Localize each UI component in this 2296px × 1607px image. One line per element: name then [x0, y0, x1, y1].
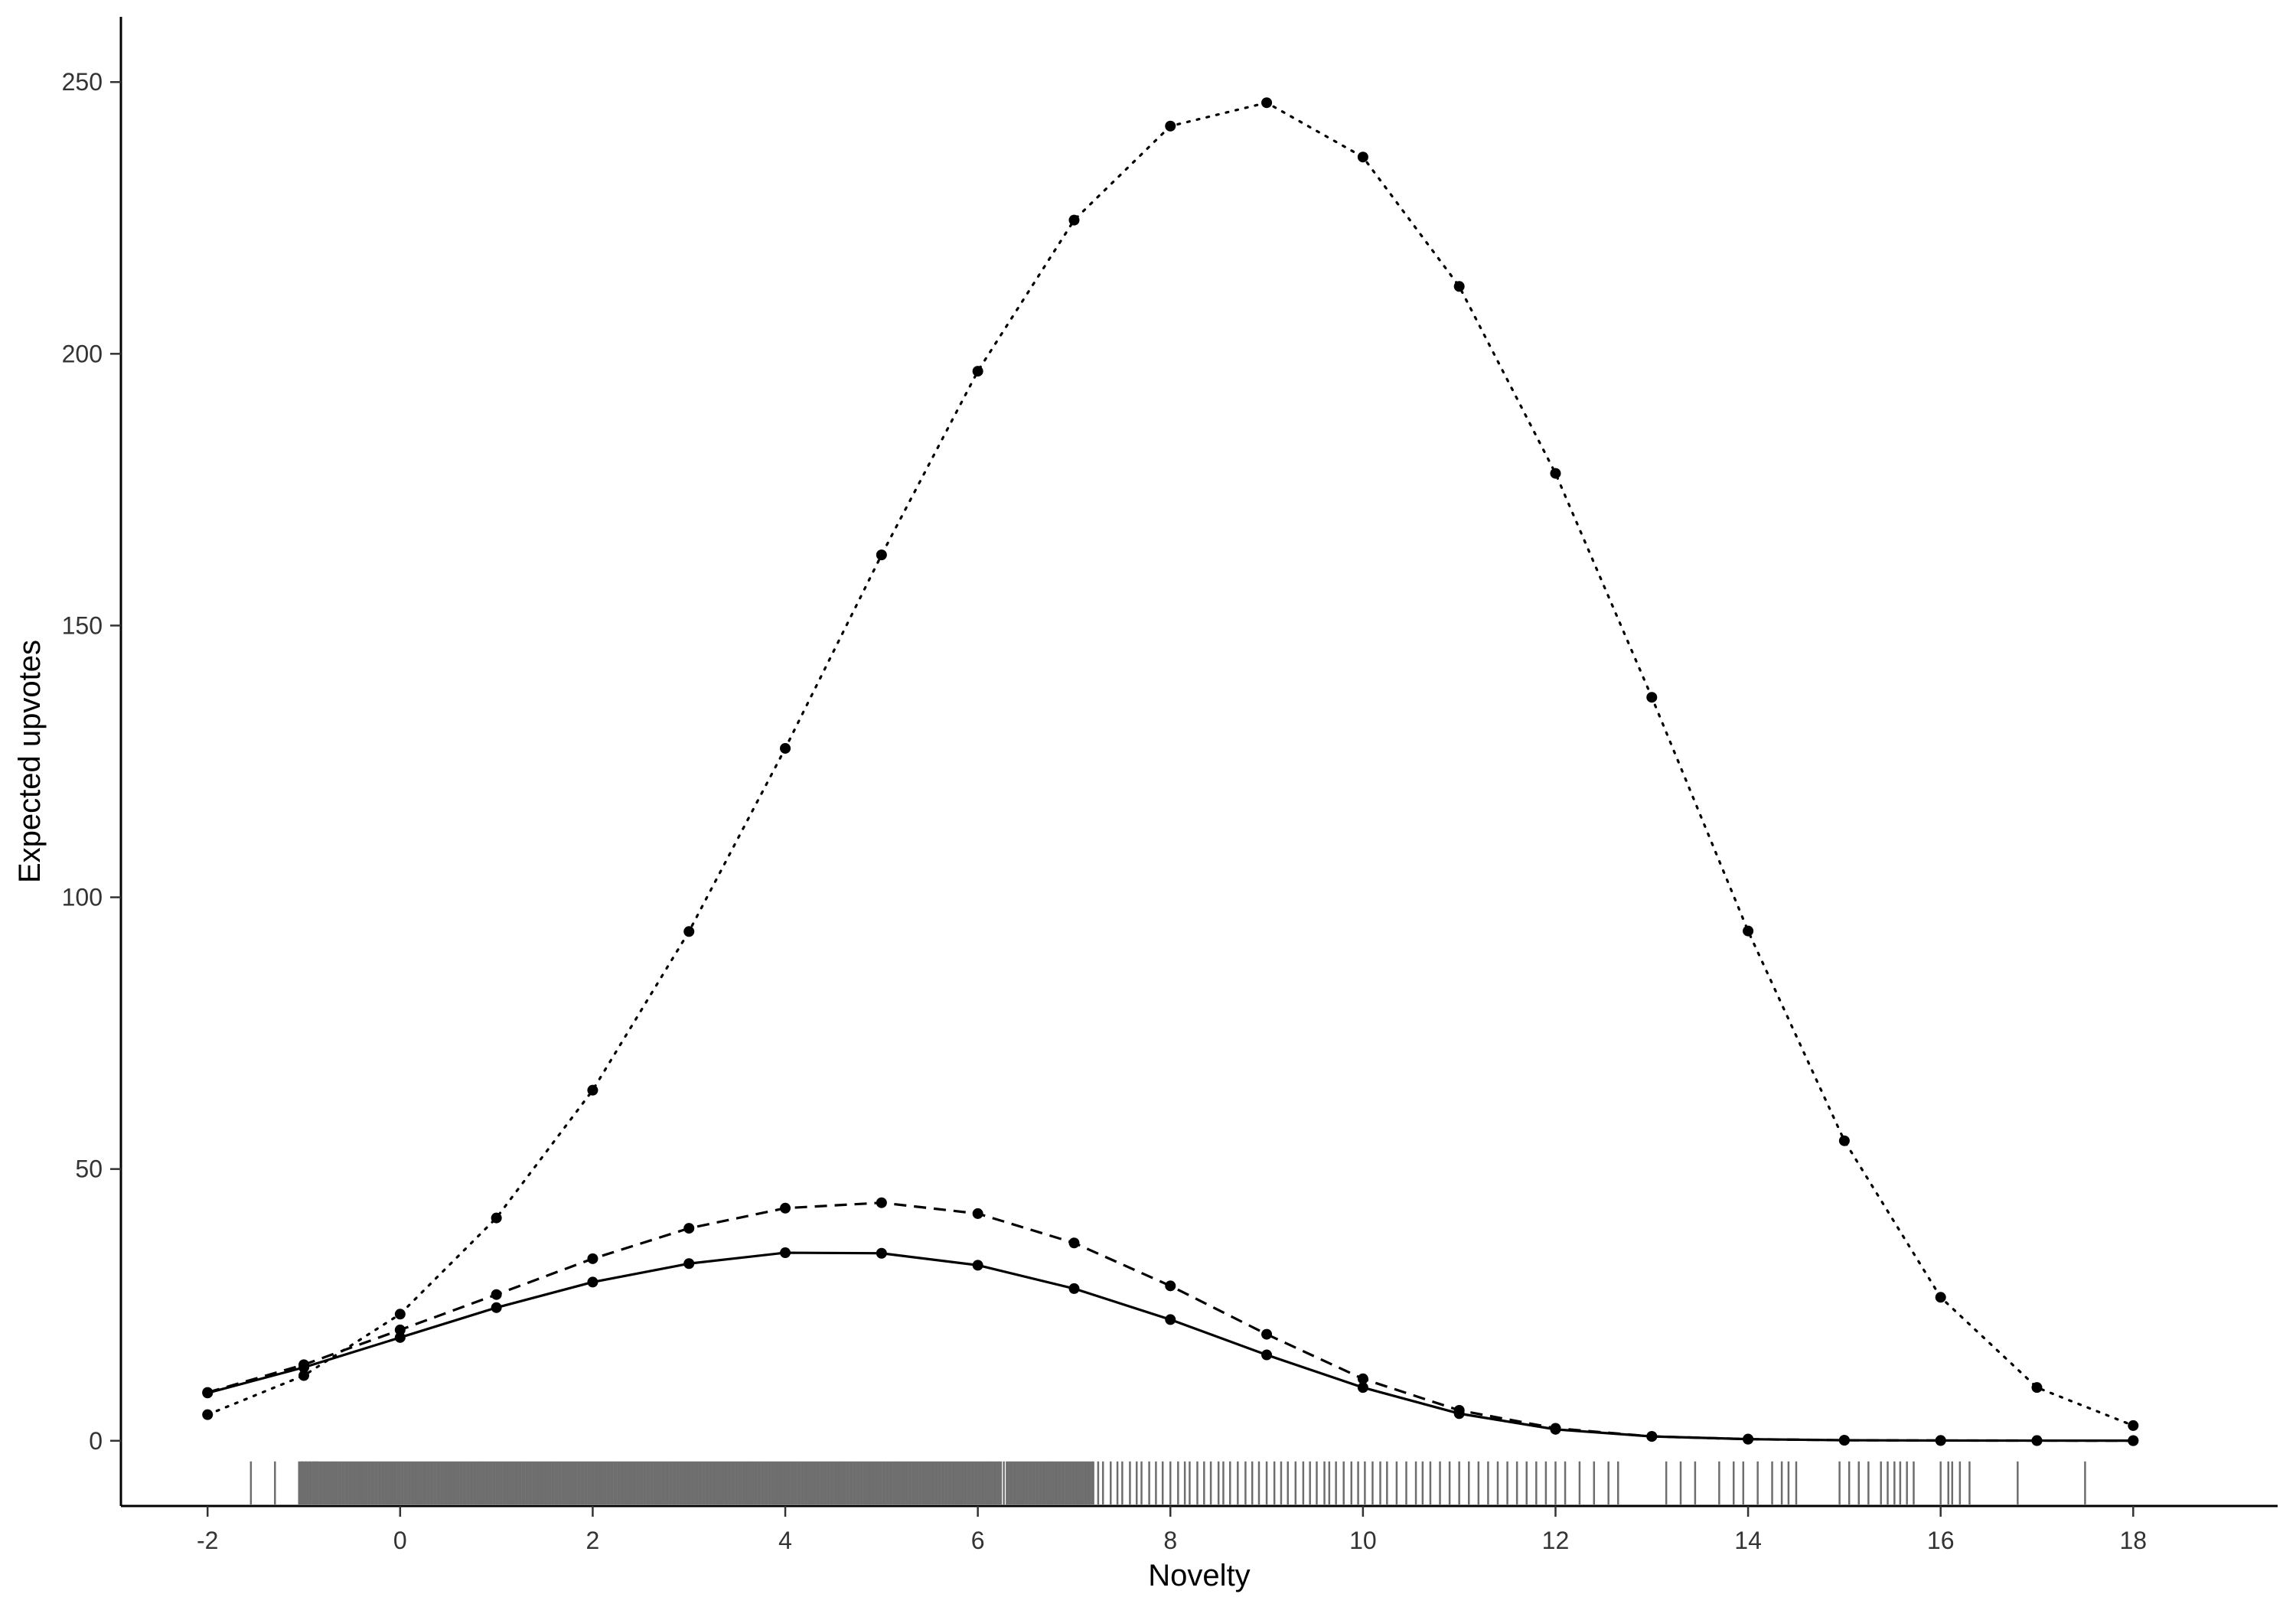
data-point: [1838, 1435, 1850, 1446]
x-tick-label: -2: [197, 1527, 218, 1554]
data-point: [1743, 925, 1754, 937]
data-point: [780, 1202, 791, 1214]
x-tick-label: 10: [1349, 1527, 1377, 1554]
data-point: [1261, 97, 1273, 109]
x-tick-label: 2: [586, 1527, 600, 1554]
data-point: [683, 1223, 695, 1234]
y-tick-label: 250: [62, 68, 103, 96]
data-points: [202, 97, 2139, 1446]
data-point: [491, 1289, 502, 1300]
series-lines: [206, 101, 2135, 1442]
data-point: [1165, 1314, 1176, 1325]
data-point: [1646, 1431, 1658, 1442]
data-point: [1068, 1283, 1080, 1294]
data-point: [1935, 1435, 1946, 1446]
data-point: [972, 1208, 983, 1219]
x-axis-title: Novelty: [1148, 1559, 1250, 1592]
data-point: [587, 1276, 598, 1288]
data-point: [2031, 1382, 2043, 1393]
data-point: [202, 1409, 214, 1420]
data-point: [780, 1247, 791, 1259]
data-point: [298, 1370, 310, 1381]
x-tick-label: 14: [1734, 1527, 1762, 1554]
data-point: [1068, 1237, 1080, 1249]
data-point: [1646, 692, 1658, 703]
data-point: [587, 1253, 598, 1264]
data-point: [202, 1387, 214, 1398]
y-tick-label: 0: [89, 1427, 103, 1455]
rug-marks: [249, 1461, 2086, 1504]
data-point: [1453, 1405, 1465, 1416]
data-point: [1550, 468, 1561, 479]
data-point: [876, 1197, 887, 1208]
data-point: [876, 1247, 887, 1259]
data-point: [2128, 1420, 2139, 1431]
y-tick-label: 150: [62, 611, 103, 639]
data-point: [1357, 152, 1368, 163]
data-point: [394, 1332, 406, 1343]
x-axis-ticks: -2 0 2 4 6 8 10 12 14 16 18: [197, 1506, 2147, 1554]
data-point: [491, 1212, 502, 1224]
data-point: [1935, 1292, 1946, 1303]
data-point: [491, 1302, 502, 1313]
data-point: [1357, 1373, 1368, 1384]
data-point: [1261, 1328, 1273, 1340]
x-tick-label: 16: [1927, 1527, 1955, 1554]
data-point: [394, 1324, 406, 1335]
x-tick-label: 18: [2119, 1527, 2147, 1554]
x-tick-label: 8: [1163, 1527, 1177, 1554]
y-tick-label: 50: [75, 1156, 103, 1183]
data-point: [683, 1258, 695, 1270]
y-axis-ticks: 0 50 100 150 200 250: [62, 68, 121, 1455]
x-tick-label: 6: [971, 1527, 985, 1554]
data-point: [1165, 1280, 1176, 1292]
data-point: [1165, 120, 1176, 132]
data-point: [2128, 1435, 2139, 1446]
data-point: [780, 742, 791, 754]
series-line-dotted: [206, 101, 2135, 1427]
y-tick-label: 200: [62, 340, 103, 367]
data-point: [1743, 1433, 1754, 1445]
data-point: [298, 1359, 310, 1371]
data-point: [2031, 1435, 2043, 1446]
data-point: [1068, 214, 1080, 226]
y-axis-title: Expected upvotes: [13, 640, 47, 883]
data-point: [1550, 1423, 1561, 1434]
data-point: [972, 1260, 983, 1271]
y-tick-label: 100: [62, 884, 103, 911]
data-point: [683, 926, 695, 937]
data-point: [1838, 1135, 1850, 1146]
data-point: [587, 1084, 598, 1096]
data-point: [394, 1309, 406, 1320]
data-point: [1261, 1349, 1273, 1361]
data-point: [876, 549, 887, 561]
data-point: [1357, 1382, 1368, 1393]
x-tick-label: 0: [393, 1527, 407, 1554]
x-tick-label: 4: [778, 1527, 792, 1554]
data-point: [1453, 281, 1465, 292]
data-point: [972, 366, 983, 377]
x-tick-label: 12: [1542, 1527, 1570, 1554]
